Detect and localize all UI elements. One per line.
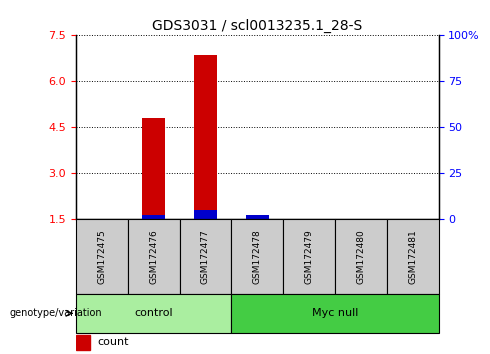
Bar xyxy=(387,219,439,294)
Bar xyxy=(194,55,217,219)
Bar xyxy=(76,294,231,333)
Text: GSM172477: GSM172477 xyxy=(201,229,210,284)
Bar xyxy=(142,215,165,219)
Text: count: count xyxy=(98,337,129,347)
Bar xyxy=(76,219,128,294)
Text: GSM172478: GSM172478 xyxy=(253,229,262,284)
Bar xyxy=(335,219,387,294)
Bar xyxy=(245,216,269,219)
Text: control: control xyxy=(134,308,173,318)
Bar xyxy=(128,219,179,294)
Bar xyxy=(142,118,165,219)
Bar xyxy=(283,219,335,294)
Text: GSM172481: GSM172481 xyxy=(408,229,417,284)
Bar xyxy=(76,335,91,350)
Text: GSM172476: GSM172476 xyxy=(149,229,158,284)
Title: GDS3031 / scl0013235.1_28-S: GDS3031 / scl0013235.1_28-S xyxy=(152,19,363,33)
Text: genotype/variation: genotype/variation xyxy=(10,308,102,318)
Text: GSM172479: GSM172479 xyxy=(305,229,314,284)
Text: Myc null: Myc null xyxy=(312,308,358,318)
Bar xyxy=(231,219,283,294)
Bar xyxy=(245,215,269,219)
Text: GSM172480: GSM172480 xyxy=(356,229,366,284)
Text: GSM172475: GSM172475 xyxy=(98,229,106,284)
Bar xyxy=(179,219,231,294)
Bar xyxy=(231,294,439,333)
Bar xyxy=(194,210,217,219)
